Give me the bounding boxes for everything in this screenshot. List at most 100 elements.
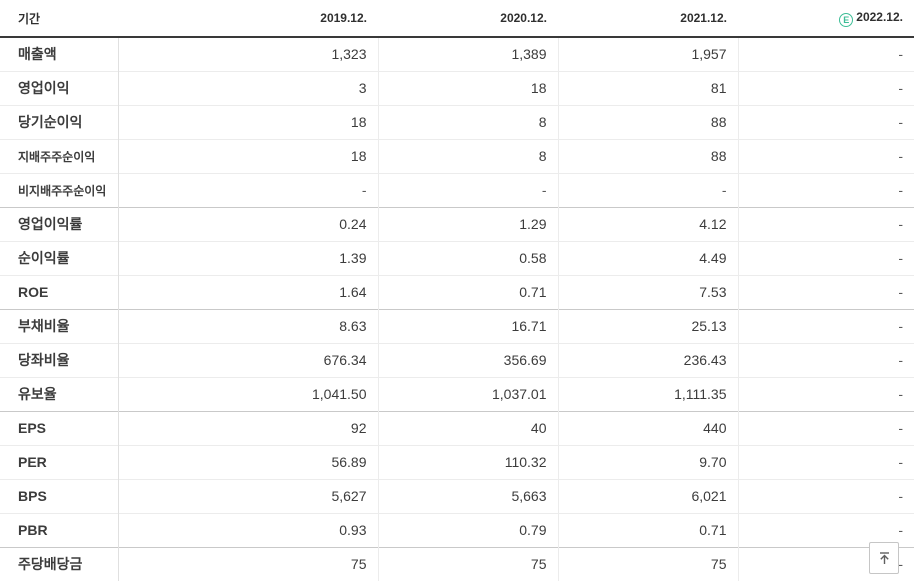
cell-value: 3 [118, 70, 379, 105]
row-group-stability-ratios: 부채비율 8.63 16.71 25.13- 당좌비율 676.34 356.69 236.4… [0, 308, 914, 411]
row-label: ROE [0, 274, 119, 309]
cell-value: 1,323 [118, 36, 379, 71]
cell-value: - [378, 172, 559, 207]
cell-value: 0.93 [118, 512, 379, 547]
cell-value: - [738, 410, 914, 445]
cell-value: - [738, 138, 914, 173]
cell-value: 4.49 [558, 240, 739, 275]
cell-value: 0.71 [378, 274, 559, 309]
row-label: 지배주주순이익 [0, 138, 119, 173]
cell-value: - [118, 172, 379, 207]
row-label: EPS [0, 410, 119, 445]
column-header-2022-label: 2022.12. [856, 9, 903, 24]
row-label: BPS [0, 478, 119, 513]
table-header: 기간 2019.12. 2020.12. 2021.12. E 2022.12. [0, 0, 914, 38]
cell-value: 0.79 [378, 512, 559, 547]
cell-value: 0.71 [558, 512, 739, 547]
cell-value: - [738, 478, 914, 513]
cell-value: 1,389 [378, 36, 559, 71]
row-label: 부채비율 [0, 308, 119, 343]
table-row: 매출액 1,323 1,389 1,957- [0, 36, 914, 71]
cell-value: 5,663 [378, 478, 559, 513]
cell-value: 1,041.50 [118, 376, 379, 411]
cell-value: 88 [558, 138, 739, 173]
table-row: PER 56.89 110.32 9.70- [0, 444, 914, 479]
table-row: ROE 1.64 0.71 7.53- [0, 274, 914, 309]
row-label: 비지배주주순이익 [0, 172, 119, 207]
cell-value: - [738, 376, 914, 411]
cell-value: 236.43 [558, 342, 739, 377]
cell-value: 440 [558, 410, 739, 445]
cell-value: 16.71 [378, 308, 559, 343]
row-group-valuation-metrics: EPS 92 40 440- PER 56.89 110.32 9.70- BPS 5,627 5,… [0, 410, 914, 547]
cell-value: 81 [558, 70, 739, 105]
table-row: 지배주주순이익 18 8 88- [0, 138, 914, 173]
table-row: 영업이익 3 18 81- [0, 70, 914, 105]
cell-value: - [738, 172, 914, 207]
table-row: 당기순이익 18 8 88- [0, 104, 914, 139]
cell-value: 8.63 [118, 308, 379, 343]
row-label: 유보율 [0, 376, 119, 411]
table-row: 비지배주주순이익 - - - - [0, 172, 914, 207]
period-column-header: 기간 [0, 0, 118, 38]
table-row: 영업이익률 0.24 1.29 4.12- [0, 206, 914, 241]
cell-value: 25.13 [558, 308, 739, 343]
table-row: 유보율 1,041.50 1,037.01 1,111.35- [0, 376, 914, 411]
cell-value: - [738, 512, 914, 547]
row-label: PER [0, 444, 119, 479]
cell-value: 75 [378, 546, 559, 581]
cell-value: 75 [558, 546, 739, 581]
header-row: 기간 2019.12. 2020.12. 2021.12. E 2022.12. [0, 0, 914, 38]
table-row: EPS 92 40 440- [0, 410, 914, 445]
cell-value: 5,627 [118, 478, 379, 513]
cell-value: 1,037.01 [378, 376, 559, 411]
row-label: 영업이익률 [0, 206, 119, 241]
row-group-dividend: 주당배당금 75 75 75- [0, 546, 914, 581]
cell-value: - [738, 36, 914, 71]
cell-value: 1.64 [118, 274, 379, 309]
cell-value: - [738, 206, 914, 241]
cell-value: - [738, 70, 914, 105]
cell-value: 9.70 [558, 444, 739, 479]
row-group-income-statement: 매출액 1,323 1,389 1,957- 영업이익 3 18 81- 당기순이익 18 8 88-… [0, 36, 914, 207]
table-row: PBR 0.93 0.79 0.71- [0, 512, 914, 547]
cell-value: 110.32 [378, 444, 559, 479]
cell-value: - [738, 342, 914, 377]
estimate-icon: E [839, 12, 854, 27]
column-header-2021: 2021.12. [558, 0, 738, 38]
row-label: 주당배당금 [0, 546, 119, 581]
cell-value: 18 [378, 70, 559, 105]
row-label: 매출액 [0, 36, 119, 71]
row-label: 당좌비율 [0, 342, 119, 377]
cell-value: 18 [118, 104, 379, 139]
cell-value: 88 [558, 104, 739, 139]
cell-value: 1.39 [118, 240, 379, 275]
cell-value: 1.29 [378, 206, 559, 241]
cell-value: 1,957 [558, 36, 739, 71]
cell-value: 0.58 [378, 240, 559, 275]
cell-value: 8 [378, 138, 559, 173]
cell-value: - [738, 240, 914, 275]
cell-value: - [558, 172, 739, 207]
cell-value: 6,021 [558, 478, 739, 513]
cell-value: 356.69 [378, 342, 559, 377]
row-label: 영업이익 [0, 70, 119, 105]
table-row: 부채비율 8.63 16.71 25.13- [0, 308, 914, 343]
table-row: 당좌비율 676.34 356.69 236.43- [0, 342, 914, 377]
row-label: 당기순이익 [0, 104, 119, 139]
scroll-to-top-button[interactable] [869, 542, 899, 574]
arrow-to-top-icon [876, 550, 893, 567]
column-header-2022-estimate: E 2022.12. [738, 0, 914, 38]
cell-value: 75 [118, 546, 379, 581]
cell-value: 7.53 [558, 274, 739, 309]
row-group-profitability-ratios: 영업이익률 0.24 1.29 4.12- 순이익률 1.39 0.58 4.49- ROE 1.… [0, 206, 914, 309]
column-header-2020: 2020.12. [378, 0, 558, 38]
cell-value: 56.89 [118, 444, 379, 479]
table-row: 순이익률 1.39 0.58 4.49- [0, 240, 914, 275]
row-label: 순이익률 [0, 240, 119, 275]
cell-value: 676.34 [118, 342, 379, 377]
cell-value: 4.12 [558, 206, 739, 241]
cell-value: 18 [118, 138, 379, 173]
cell-value: 0.24 [118, 206, 379, 241]
